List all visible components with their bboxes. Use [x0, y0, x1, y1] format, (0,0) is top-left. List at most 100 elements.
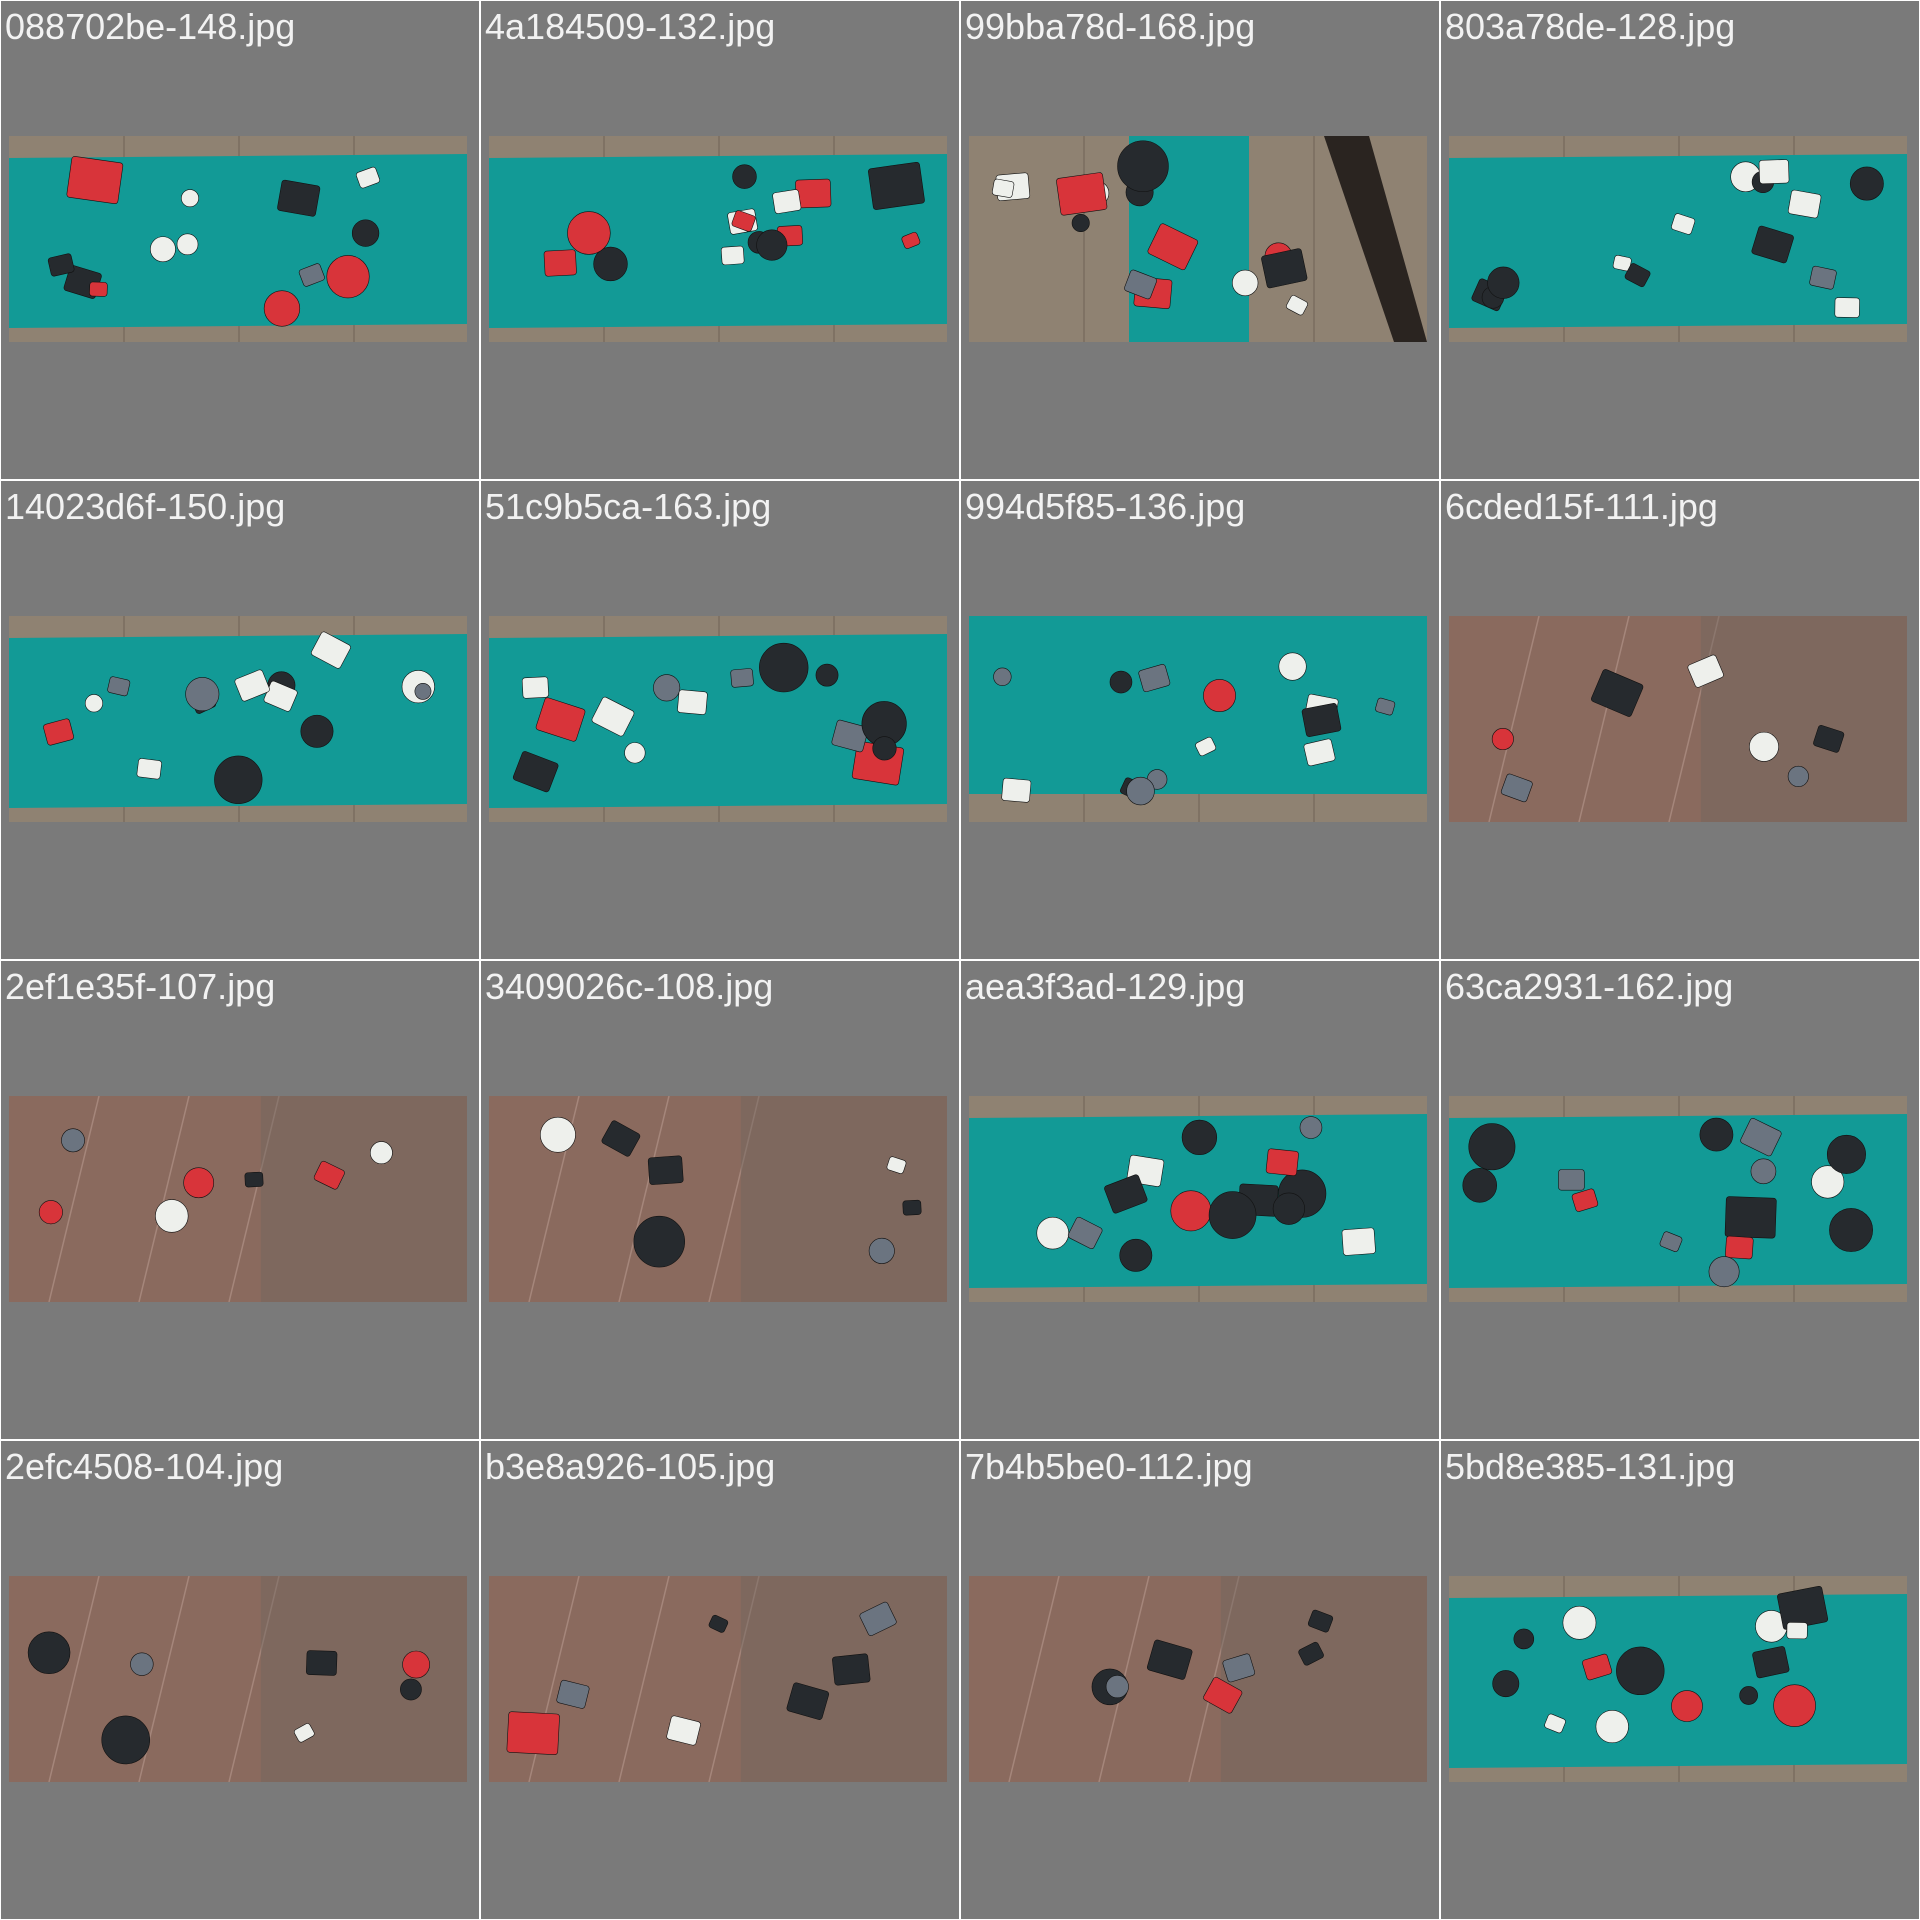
part-block: [868, 161, 925, 210]
tile-photo[interactable]: [489, 616, 947, 822]
photo-scene: [969, 1576, 1427, 1782]
tile-filename: 4a184509-132.jpg: [485, 6, 776, 47]
gallery-tile[interactable]: 803a78de-128.jpg: [1441, 1, 1919, 479]
part-block: [1740, 1118, 1782, 1157]
tile-photo[interactable]: [9, 616, 467, 822]
part-block: [1624, 263, 1651, 288]
tile-filename: 2ef1e35f-107.jpg: [5, 966, 276, 1007]
gallery-tile[interactable]: 088702be-148.jpg: [1, 1, 479, 479]
part-block: [1147, 223, 1199, 271]
part-round: [1811, 1165, 1845, 1199]
tile-photo[interactable]: [969, 136, 1427, 342]
floor-seam: [618, 1096, 670, 1302]
gallery-tile[interactable]: 99bba78d-168.jpg: [961, 1, 1439, 479]
part-round: [1513, 1628, 1535, 1650]
floor-seam: [228, 1096, 280, 1302]
tile-photo[interactable]: [1449, 136, 1907, 342]
part-block: [556, 1679, 590, 1709]
gallery-tile[interactable]: 7b4b5be0-112.jpg: [961, 1441, 1439, 1919]
gallery-tile[interactable]: 63ca2931-162.jpg: [1441, 961, 1919, 1439]
part-block: [991, 178, 1015, 198]
tile-photo[interactable]: [9, 136, 467, 342]
part-round: [1109, 670, 1133, 694]
part-round: [263, 290, 301, 327]
part-block: [647, 1155, 684, 1185]
tile-photo[interactable]: [489, 1096, 947, 1302]
part-block: [43, 718, 74, 746]
part-block: [677, 689, 708, 715]
floor-seam: [48, 1576, 100, 1782]
part-round: [1849, 166, 1884, 201]
tile-photo[interactable]: [969, 1096, 1427, 1302]
part-block: [1787, 189, 1822, 219]
photo-scene: [9, 136, 467, 342]
part-round: [1699, 1117, 1734, 1152]
gallery-tile[interactable]: 51c9b5ca-163.jpg: [481, 481, 959, 959]
part-block: [311, 631, 351, 669]
part-round: [1829, 1208, 1873, 1252]
part-block: [234, 669, 270, 702]
part-round: [1117, 140, 1169, 192]
part-round: [351, 219, 380, 247]
part-round: [759, 642, 809, 693]
gallery-tile[interactable]: 4a184509-132.jpg: [481, 1, 959, 479]
floor-seam: [1668, 616, 1720, 822]
tile-photo[interactable]: [489, 136, 947, 342]
gallery-tile[interactable]: 994d5f85-136.jpg: [961, 481, 1439, 959]
floor-shadow: [740, 1096, 947, 1302]
tile-photo[interactable]: [489, 1576, 947, 1782]
part-block: [1265, 1148, 1299, 1177]
floor-seam: [618, 1576, 670, 1782]
gallery-tile[interactable]: 14023d6f-150.jpg: [1, 481, 479, 959]
part-block: [886, 1156, 907, 1174]
photo-scene: [9, 1576, 467, 1782]
floor-shadow: [260, 1096, 467, 1302]
part-round: [27, 1631, 71, 1675]
gallery-tile[interactable]: 2efc4508-104.jpg: [1, 1441, 479, 1919]
part-block: [1544, 1713, 1566, 1734]
gallery-tile[interactable]: aea3f3ad-129.jpg: [961, 961, 1439, 1439]
gallery-tile[interactable]: 3409026c-108.jpg: [481, 961, 959, 1439]
photo-scene: [1449, 1576, 1907, 1782]
tile-photo[interactable]: [9, 1096, 467, 1302]
part-round: [1787, 765, 1809, 787]
tile-photo[interactable]: [1449, 1576, 1907, 1782]
part-block: [1591, 669, 1644, 717]
part-block: [1261, 248, 1308, 289]
part-block: [708, 1614, 729, 1633]
part-block: [1286, 295, 1308, 316]
part-block: [1725, 1235, 1754, 1260]
gallery-tile[interactable]: b3e8a926-105.jpg: [481, 1441, 959, 1919]
tile-filename: 14023d6f-150.jpg: [5, 486, 286, 527]
tile-photo[interactable]: [9, 1576, 467, 1782]
tile-photo[interactable]: [969, 616, 1427, 822]
part-block: [1671, 213, 1696, 235]
part-block: [535, 697, 586, 742]
part-round: [1826, 1134, 1866, 1174]
part-block: [1222, 1653, 1256, 1683]
part-round: [567, 211, 611, 255]
gallery-tile[interactable]: 6cded15f-111.jpg: [1441, 481, 1919, 959]
tile-filename: 5bd8e385-131.jpg: [1445, 1446, 1736, 1487]
tile-photo[interactable]: [1449, 1096, 1907, 1302]
part-round: [815, 663, 839, 687]
photo-scene: [969, 136, 1427, 342]
tile-photo[interactable]: [969, 1576, 1427, 1782]
photo-scene: [969, 616, 1427, 822]
part-block: [1301, 703, 1342, 737]
part-block: [1146, 1639, 1193, 1680]
tile-photo[interactable]: [1449, 616, 1907, 822]
tile-filename: 63ca2931-162.jpg: [1445, 966, 1734, 1007]
part-block: [1558, 1169, 1585, 1191]
part-round: [150, 236, 176, 263]
part-round: [993, 667, 1012, 686]
part-block: [730, 668, 754, 688]
photo-scene: [969, 1096, 1427, 1302]
gallery-tile[interactable]: 5bd8e385-131.jpg: [1441, 1441, 1919, 1919]
part-block: [1203, 1676, 1243, 1714]
floor-seam: [138, 1096, 190, 1302]
part-round: [1036, 1216, 1069, 1250]
part-round: [1071, 214, 1090, 233]
gallery-tile[interactable]: 2ef1e35f-107.jpg: [1, 961, 479, 1439]
